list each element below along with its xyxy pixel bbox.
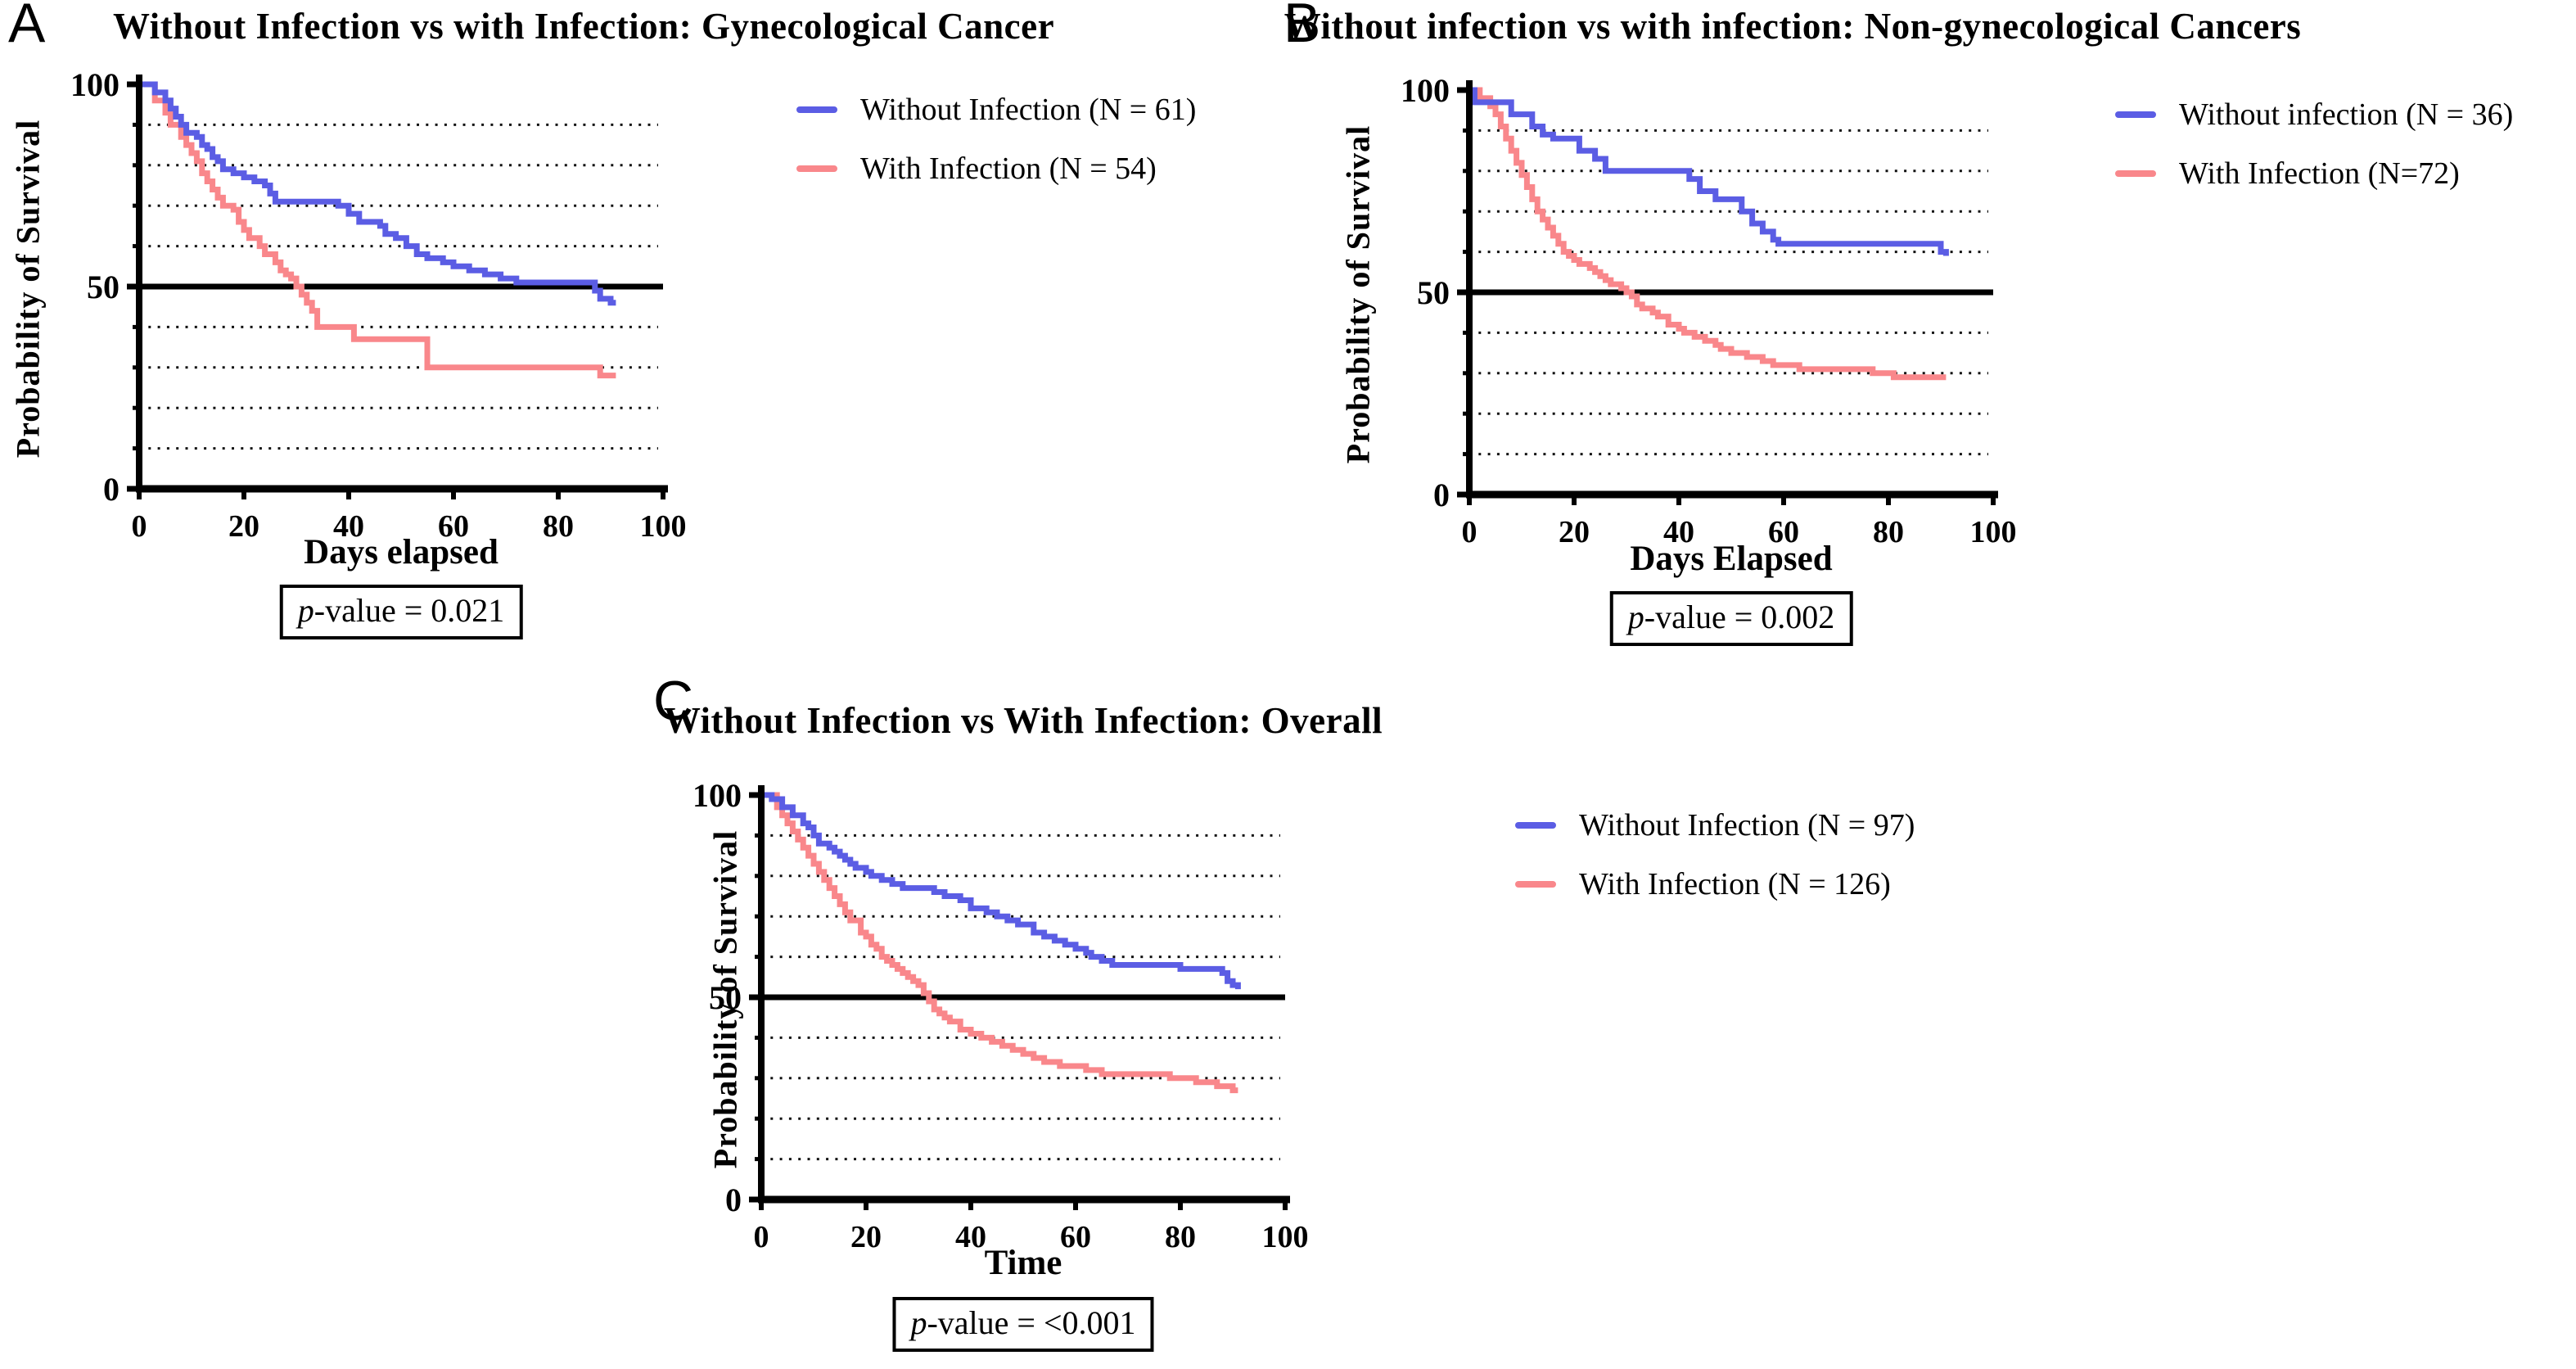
panel-c-p-text: -value = <0.001 (927, 1304, 1136, 1341)
panel-b-title: Without infection vs with infection: Non… (1283, 6, 2302, 47)
legend-item: Without Infection (N = 97) (1515, 807, 1915, 843)
svg-text:0: 0 (103, 471, 120, 508)
svg-text:20: 20 (1559, 515, 1590, 549)
svg-text:40: 40 (333, 509, 364, 544)
legend-line-swatch (796, 106, 837, 113)
svg-text:50: 50 (709, 979, 742, 1016)
panel-b-y-axis-label: Probability of Survival (1339, 124, 1377, 464)
svg-text:0: 0 (1433, 477, 1450, 513)
panel-c-title: Without Infection vs With Infection: Ove… (663, 700, 1383, 741)
svg-text:100: 100 (1262, 1220, 1309, 1254)
svg-text:60: 60 (1768, 515, 1799, 549)
svg-text:60: 60 (438, 509, 469, 544)
panel-a-p-value-box: p-value = 0.021 (279, 585, 523, 639)
panel-b-km-plot: 0 20 40 60 80 100 0 50 100 (1401, 72, 2017, 549)
svg-text:80: 80 (1165, 1220, 1196, 1254)
panel-b-p-value-box: p-value = 0.002 (1609, 591, 1853, 646)
panel-a-p-italic: p (297, 592, 314, 629)
svg-text:100: 100 (1970, 515, 2017, 549)
svg-text:20: 20 (228, 509, 259, 544)
legend-item: Without Infection (N = 61) (796, 92, 1196, 128)
panel-a-p-text: -value = 0.021 (314, 592, 505, 629)
svg-text:100: 100 (70, 66, 120, 103)
legend-label: With Infection (N=72) (2179, 156, 2460, 191)
legend-item: With Infection (N = 126) (1515, 866, 1915, 902)
legend-line-swatch (2115, 170, 2156, 177)
panel-c-x-axis-label: Time (984, 1244, 1062, 1282)
svg-text:40: 40 (955, 1220, 986, 1254)
panel-a-km-plot: 0 20 40 60 80 100 0 50 100 (70, 66, 687, 544)
panel-a-title: Without Infection vs with Infection: Gyn… (113, 6, 1055, 47)
svg-text:60: 60 (1060, 1220, 1091, 1254)
svg-text:0: 0 (1462, 515, 1477, 549)
svg-text:40: 40 (1663, 515, 1694, 549)
svg-text:0: 0 (725, 1181, 742, 1218)
legend-label: Without Infection (N = 97) (1579, 808, 1915, 843)
svg-text:80: 80 (1873, 515, 1904, 549)
svg-text:50: 50 (87, 269, 120, 305)
panel-c-letter: C (653, 670, 694, 732)
legend-line-swatch (1515, 881, 1556, 888)
panel-b-p-italic: p (1627, 599, 1644, 635)
panel-c-legend: Without Infection (N = 97) With Infection… (1515, 807, 1915, 902)
svg-text:80: 80 (543, 509, 574, 544)
legend-label: Without infection (N = 36) (2179, 97, 2514, 132)
svg-text:0: 0 (754, 1220, 769, 1254)
panel-a-legend: Without Infection (N = 61) With Infection… (796, 92, 1196, 187)
panel-b-legend: Without infection (N = 36) With Infection… (2115, 97, 2513, 192)
legend-line-swatch (1515, 822, 1556, 829)
panel-b-letter: B (1283, 0, 1321, 54)
legend-item: Without infection (N = 36) (2115, 97, 2513, 133)
panel-a-y-axis-label: Probability of Survival (9, 119, 47, 459)
svg-text:0: 0 (132, 509, 147, 544)
panel-b-p-text: -value = 0.002 (1644, 599, 1835, 635)
legend-line-swatch (2115, 111, 2156, 118)
svg-text:50: 50 (1417, 274, 1450, 311)
panel-c-p-value-box: p-value = <0.001 (892, 1297, 1154, 1352)
panel-b-x-axis-label: Days Elapsed (1630, 540, 1833, 578)
svg-text:100: 100 (1401, 72, 1450, 109)
svg-text:100: 100 (640, 509, 687, 544)
panel-c-p-italic: p (910, 1304, 927, 1341)
panel-a-x-axis-label: Days elapsed (304, 533, 499, 572)
legend-label: With Infection (N = 126) (1579, 867, 1891, 901)
panel-c-km-plot: 0 20 40 60 80 100 0 50 100 (692, 777, 1309, 1254)
legend-item: With Infection (N = 54) (796, 151, 1196, 187)
legend-label: Without Infection (N = 61) (860, 93, 1197, 127)
legend-label: With Infection (N = 54) (860, 151, 1157, 186)
svg-text:20: 20 (850, 1220, 882, 1254)
svg-text:100: 100 (692, 777, 742, 814)
legend-line-swatch (796, 165, 837, 172)
legend-item: With Infection (N=72) (2115, 156, 2513, 192)
panel-a-letter: A (8, 0, 46, 54)
